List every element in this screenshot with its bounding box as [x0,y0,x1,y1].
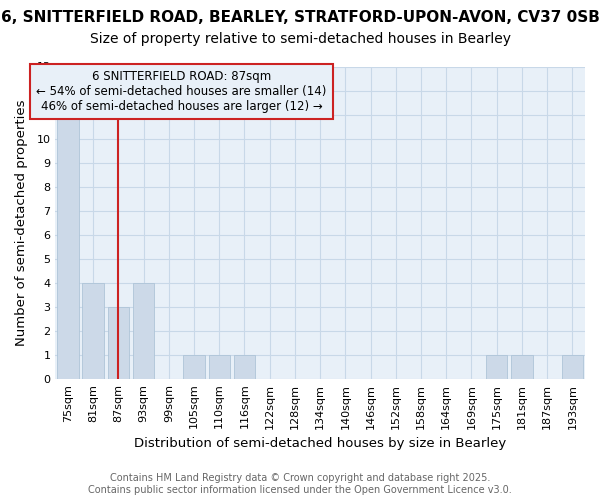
Bar [82,282,104,379]
Text: Contains HM Land Registry data © Crown copyright and database right 2025.
Contai: Contains HM Land Registry data © Crown c… [88,474,512,495]
Text: 6 SNITTERFIELD ROAD: 87sqm
← 54% of semi-detached houses are smaller (14)
46% of: 6 SNITTERFIELD ROAD: 87sqm ← 54% of semi… [36,70,326,113]
Bar [486,355,508,379]
Bar [133,282,154,379]
Bar [511,355,533,379]
Bar [184,355,205,379]
X-axis label: Distribution of semi-detached houses by size in Bearley: Distribution of semi-detached houses by … [134,437,506,450]
Y-axis label: Number of semi-detached properties: Number of semi-detached properties [15,100,28,346]
Bar [562,355,583,379]
Text: Size of property relative to semi-detached houses in Bearley: Size of property relative to semi-detach… [89,32,511,46]
Bar [57,114,79,379]
Bar [234,355,255,379]
Bar [209,355,230,379]
Text: 6, SNITTERFIELD ROAD, BEARLEY, STRATFORD-UPON-AVON, CV37 0SB: 6, SNITTERFIELD ROAD, BEARLEY, STRATFORD… [1,10,599,25]
Bar [107,306,129,379]
